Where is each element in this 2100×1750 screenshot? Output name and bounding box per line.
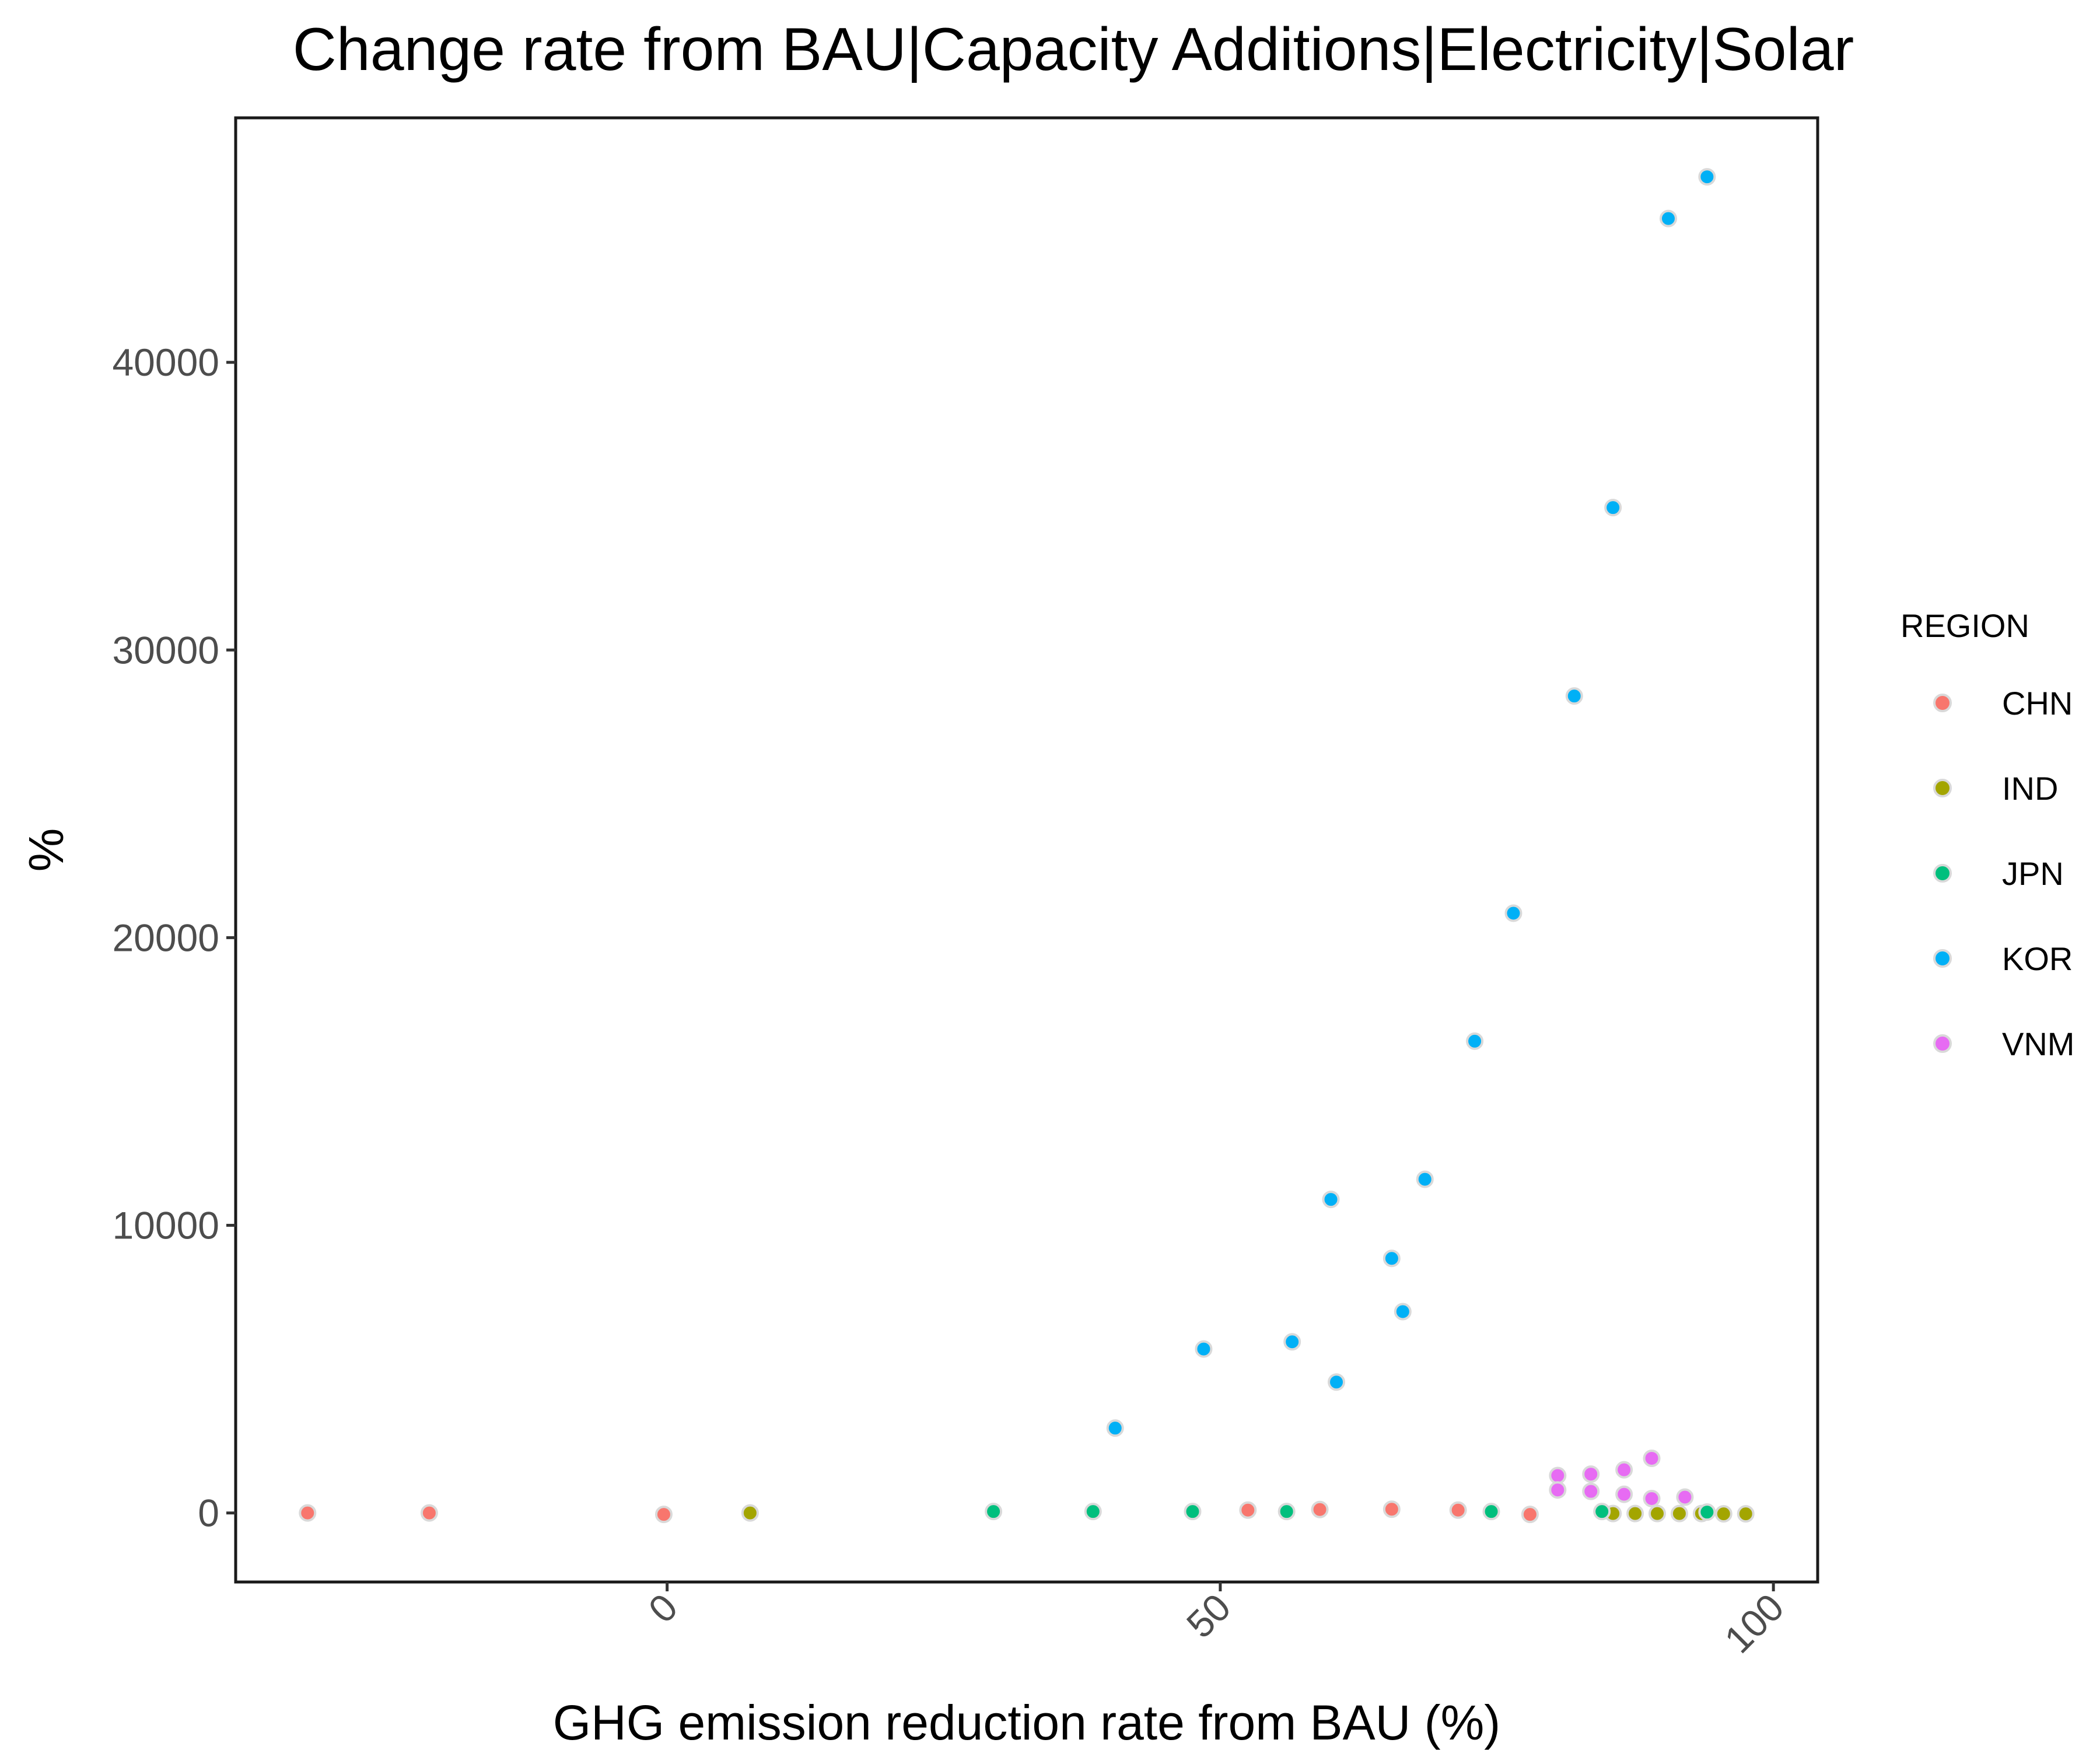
x-axis: 0 50 100 — [640, 1582, 1792, 1661]
plot-panel — [234, 116, 1819, 1584]
point-chn — [654, 1506, 673, 1524]
x-tick-label: 100 — [1716, 1586, 1792, 1661]
point-chn — [1521, 1506, 1539, 1524]
point-jpn — [1593, 1503, 1611, 1521]
point-kor — [1659, 209, 1677, 228]
data-points — [299, 168, 1755, 1524]
point-vnm — [1643, 1449, 1661, 1467]
point-jpn — [1184, 1503, 1202, 1521]
point-ind — [1737, 1505, 1755, 1523]
y-tick-label: 30000 — [112, 628, 219, 671]
point-ind — [1714, 1505, 1732, 1523]
legend-label-jpn: JPN — [2002, 855, 2064, 892]
point-kor — [1283, 1333, 1301, 1351]
point-vnm — [1676, 1488, 1694, 1506]
x-tick-label: 0 — [640, 1586, 685, 1631]
legend-key-vnm — [1933, 1034, 1952, 1053]
point-jpn — [1698, 1503, 1716, 1521]
legend-title: REGION — [1901, 607, 2029, 644]
point-kor — [1394, 1303, 1412, 1321]
legend-key-ind — [1933, 779, 1952, 797]
point-kor — [1195, 1340, 1213, 1358]
point-jpn — [985, 1503, 1003, 1521]
point-chn — [1382, 1500, 1401, 1518]
point-vnm — [1615, 1461, 1633, 1479]
point-kor — [1382, 1250, 1401, 1268]
legend-label-kor: KOR — [2002, 940, 2073, 977]
point-kor — [1698, 168, 1716, 186]
point-kor — [1416, 1170, 1434, 1188]
y-tick-label: 40000 — [112, 341, 219, 384]
point-kor — [1466, 1032, 1484, 1050]
y-tick-label: 0 — [198, 1492, 219, 1535]
legend-label-chn: CHN — [2002, 685, 2073, 722]
point-vnm — [1549, 1481, 1567, 1499]
point-ind — [741, 1504, 759, 1522]
point-jpn — [1482, 1503, 1500, 1521]
legend-label-vnm: VNM — [2002, 1026, 2074, 1062]
y-axis: 0 10000 20000 30000 40000 — [112, 341, 236, 1535]
point-chn — [1311, 1500, 1329, 1518]
point-vnm — [1549, 1466, 1567, 1485]
point-vnm — [1615, 1485, 1633, 1503]
point-ind — [1648, 1504, 1667, 1522]
chart-title: Change rate from BAU|Capacity Additions|… — [293, 16, 1854, 83]
point-ind — [1626, 1504, 1644, 1522]
x-tick-label: 50 — [1178, 1586, 1239, 1646]
point-kor — [1322, 1191, 1340, 1209]
point-chn — [420, 1504, 438, 1522]
point-kor — [1328, 1373, 1346, 1391]
point-kor — [1604, 499, 1622, 517]
point-vnm — [1643, 1489, 1661, 1507]
point-kor — [1106, 1419, 1124, 1437]
point-vnm — [1582, 1482, 1600, 1500]
point-ind — [1670, 1504, 1688, 1522]
legend-key-jpn — [1933, 864, 1952, 883]
y-tick-label: 10000 — [112, 1204, 219, 1247]
legend-key-chn — [1933, 694, 1952, 712]
y-axis-title: % — [19, 828, 74, 872]
point-jpn — [1278, 1503, 1296, 1521]
point-chn — [299, 1504, 317, 1522]
legend: REGION CHN IND JPN KOR VNM — [1901, 607, 2074, 1062]
y-tick-label: 20000 — [112, 916, 219, 959]
point-chn — [1449, 1501, 1467, 1519]
point-kor — [1565, 687, 1583, 705]
legend-label-ind: IND — [2002, 770, 2058, 807]
legend-key-kor — [1933, 949, 1952, 968]
point-kor — [1504, 904, 1522, 922]
point-vnm — [1582, 1465, 1600, 1483]
point-jpn — [1084, 1503, 1102, 1521]
point-chn — [1239, 1501, 1257, 1519]
x-axis-title: GHG emission reduction rate from BAU (%) — [553, 1695, 1500, 1750]
